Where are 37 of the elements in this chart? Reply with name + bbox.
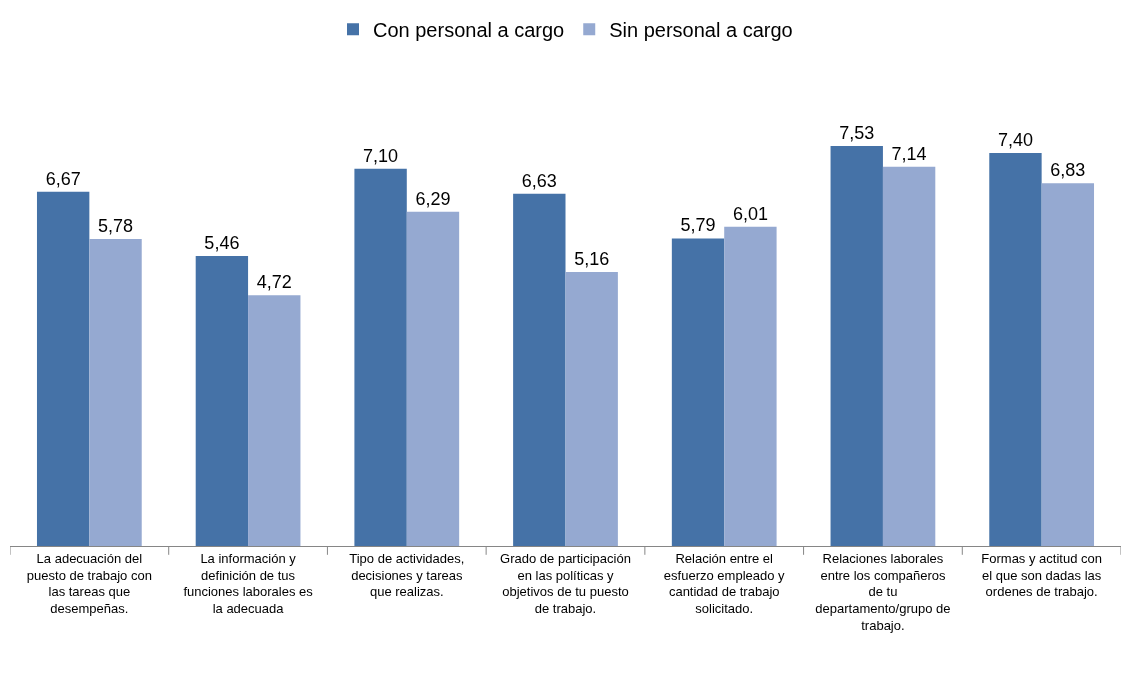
- data-label: 7,10: [363, 145, 399, 166]
- x-tick-label: La información y definición de tus funciones laborales es la adecuada: [183, 550, 314, 617]
- bar: [406, 211, 460, 546]
- data-label: 5,46: [204, 232, 240, 253]
- x-tick-label: Relación entre el esfuerzo empleado y cantidad de trabajo solicitado.: [663, 550, 786, 617]
- data-label: 6,01: [732, 203, 768, 224]
- bar: [724, 226, 777, 546]
- bar: [36, 191, 90, 546]
- x-tick-label: Grado de participación en las políticas y objetivos de tu puesto de trabajo.: [500, 550, 631, 617]
- bar: [89, 238, 142, 546]
- data-label: 5,79: [680, 215, 716, 236]
- bar: [671, 238, 725, 546]
- data-label: 7,53: [839, 123, 875, 143]
- bar: [354, 168, 407, 546]
- bar: [195, 255, 249, 546]
- legend-label: Sin personal a cargo: [609, 19, 793, 42]
- x-tick-label: Relaciones laborales entre los compañeros de tu departamento/grupo de trabajo.: [815, 550, 951, 634]
- data-label: 4,72: [256, 272, 292, 293]
- bar: [830, 146, 883, 546]
- data-label: 6,29: [415, 188, 451, 209]
- legend-label: Con personal a cargo: [373, 19, 565, 42]
- bar: [248, 295, 301, 546]
- data-label: 7,40: [997, 129, 1033, 150]
- data-label: 5,16: [574, 248, 610, 269]
- x-tick-label: Formas y actitud con el que son dadas las ordenes de trabajo.: [981, 550, 1102, 600]
- data-label: 6,67: [45, 168, 81, 189]
- bar: [513, 193, 566, 546]
- data-label: 6,83: [1050, 160, 1086, 181]
- bar: [882, 166, 936, 546]
- x-tick-label: La adecuación del puesto de trabajo con las tareas que desempeñas.: [26, 550, 152, 617]
- data-label: 5,78: [98, 215, 134, 236]
- bar: [1041, 183, 1095, 546]
- data-label: 6,63: [521, 170, 557, 191]
- data-label: 7,14: [891, 143, 927, 164]
- bar: [565, 271, 618, 546]
- x-tick-label: Tipo de actividades, decisiones y tareas que realizas.: [349, 550, 465, 600]
- bar: [989, 152, 1042, 546]
